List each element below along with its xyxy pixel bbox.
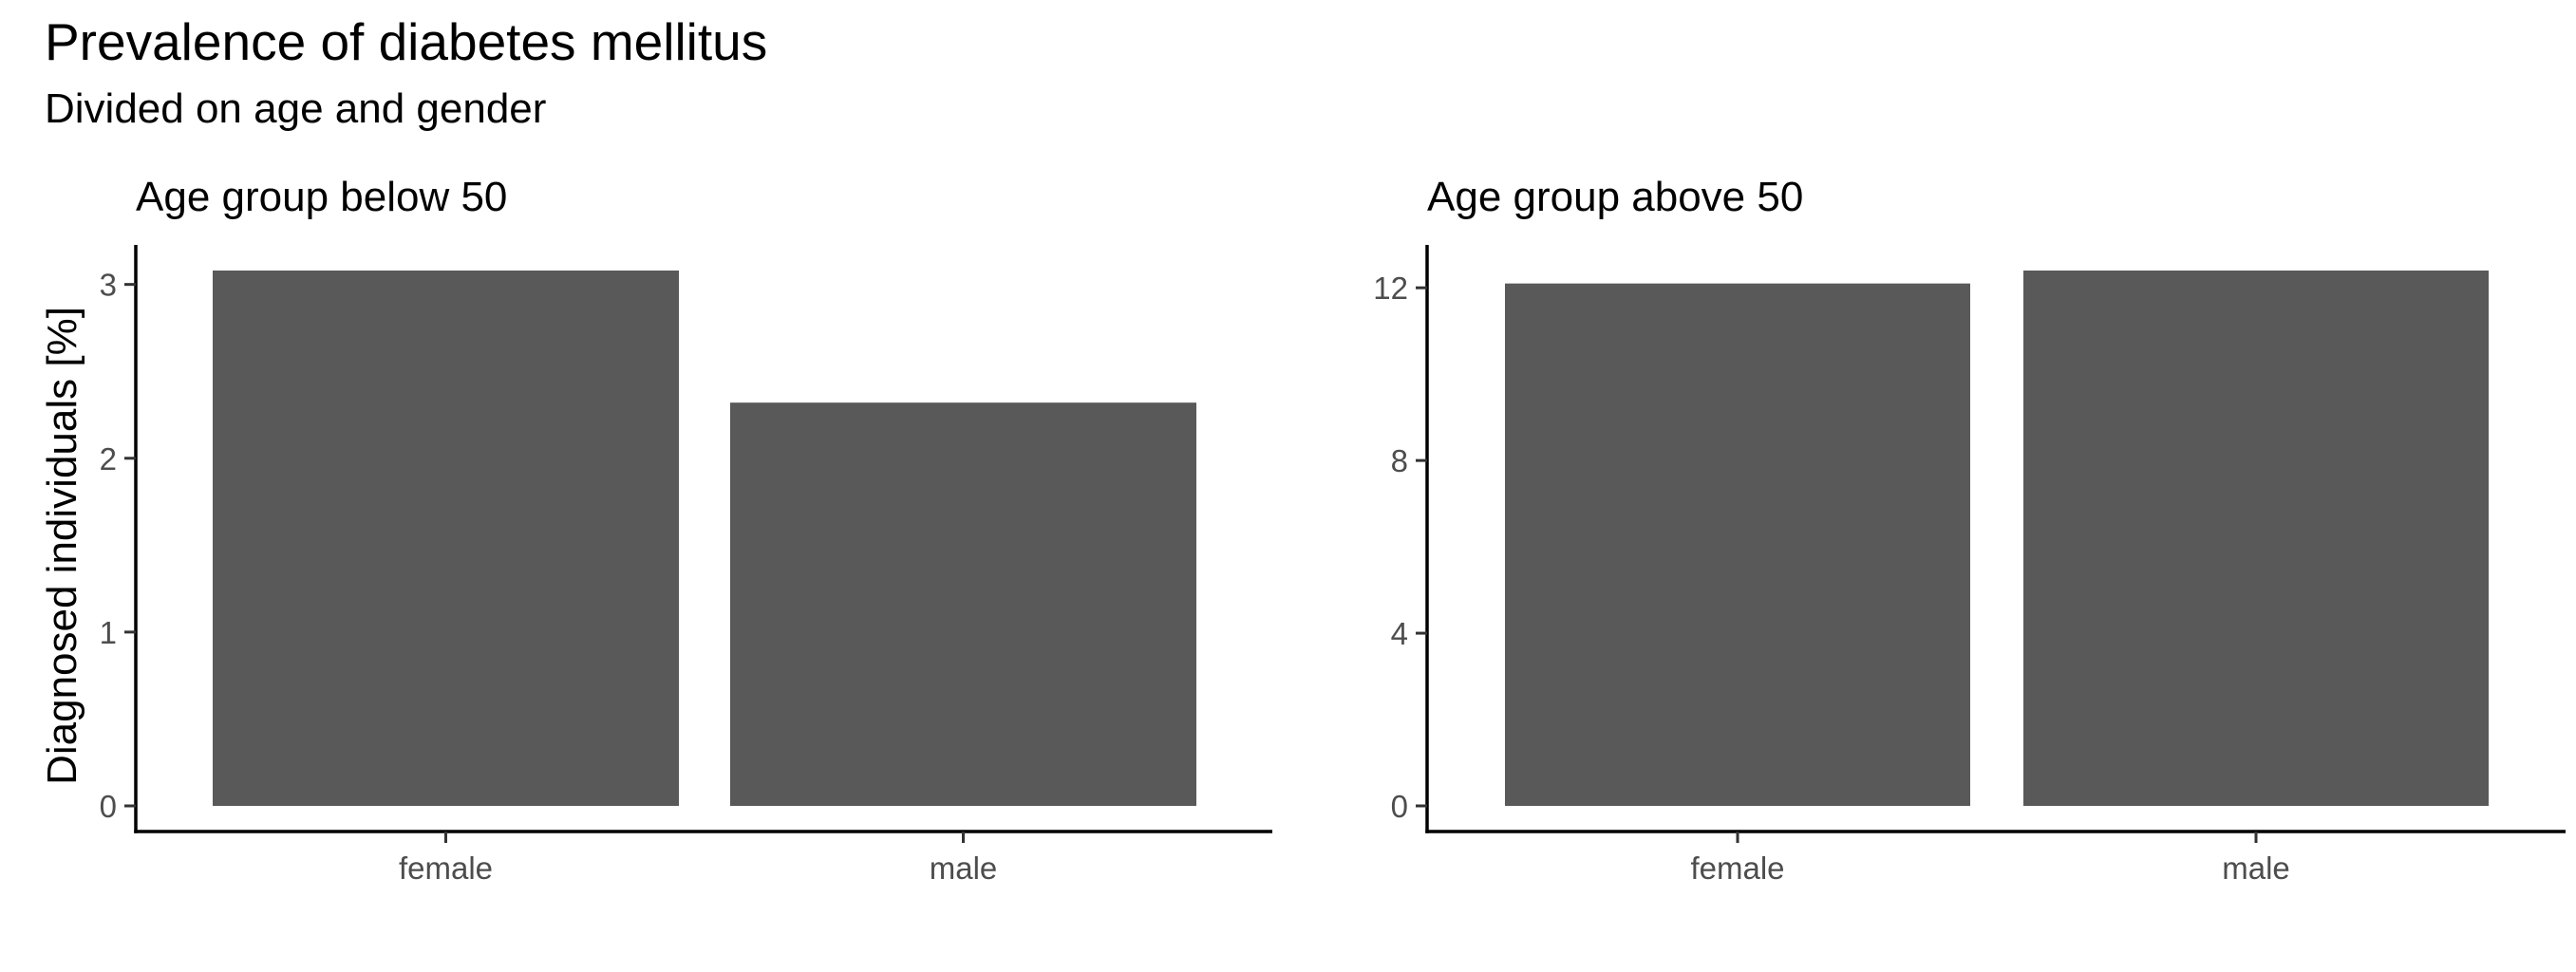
panel-below-50: Age group below 50 0 1 2 3 female male Diagnose…	[39, 174, 1272, 886]
y-tick-label: 12	[1373, 271, 1408, 306]
chart-subtitle: Divided on age and gender	[45, 85, 547, 132]
panel-title: Age group below 50	[136, 174, 507, 220]
y-tick-label: 4	[1391, 616, 1408, 651]
bar-male	[730, 402, 1196, 806]
y-tick-label: 0	[100, 789, 117, 824]
x-tick-label: male	[930, 850, 998, 886]
y-tick-label: 8	[1391, 443, 1408, 478]
bar-male	[2023, 271, 2489, 806]
y-tick-label: 3	[100, 268, 117, 303]
y-axis-title: Diagnosed individuals [%]	[39, 307, 85, 785]
y-tick-label: 2	[100, 441, 117, 477]
x-tick-label: female	[1690, 850, 1784, 886]
y-tick-label: 1	[100, 615, 117, 650]
x-tick-label: female	[399, 850, 493, 886]
panel-above-50: Age group above 50 0 4 8 12 female male	[1373, 174, 2566, 886]
y-tick-label: 0	[1391, 789, 1408, 824]
panel-title: Age group above 50	[1427, 174, 1803, 220]
bar-female	[1505, 283, 1970, 807]
chart-title: Prevalence of diabetes mellitus	[45, 12, 768, 71]
bar-female	[213, 271, 679, 806]
x-tick-label: male	[2222, 850, 2290, 886]
